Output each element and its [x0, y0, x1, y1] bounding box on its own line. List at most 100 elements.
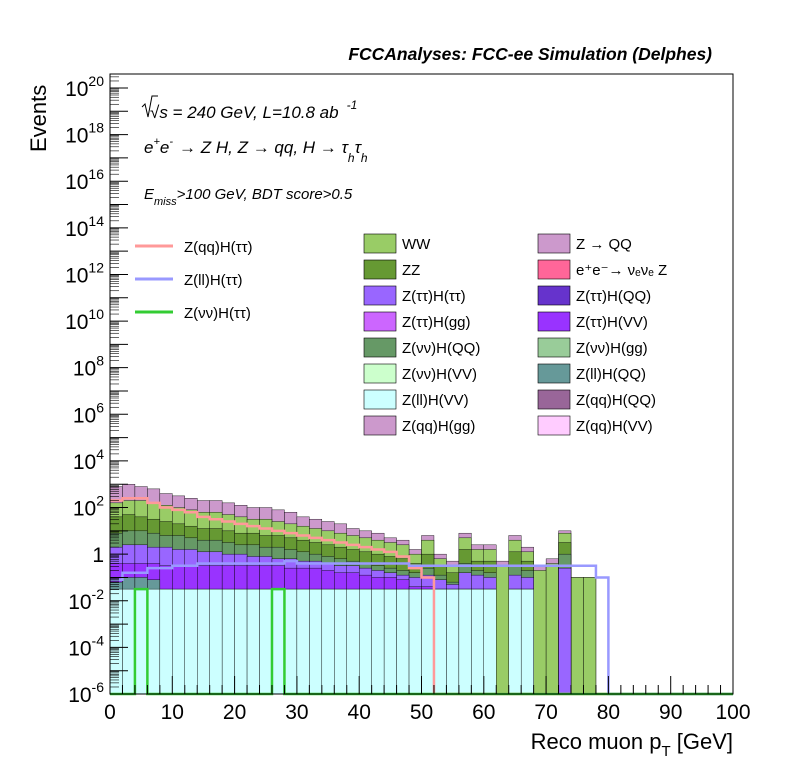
ww-bar — [545, 563, 559, 695]
process-sup1: + — [153, 136, 160, 148]
legend-box-swatch — [363, 337, 397, 358]
process-e1: e — [144, 138, 153, 157]
y-tick-label: 10-6 — [68, 679, 104, 707]
legend-box-label: e⁺e⁻→ νₑνₑ Z — [576, 262, 667, 279]
z-ll-h-vv--bar — [271, 588, 285, 695]
legend-box-label: Z → QQ — [576, 236, 632, 253]
x-tick-label: 80 — [597, 701, 620, 724]
z-ll-h-vv--bar — [284, 588, 298, 695]
legend-box-swatch — [537, 363, 571, 384]
y-tick-label: 1012 — [65, 259, 104, 287]
y-tick-label: 1020 — [65, 73, 104, 101]
y-tick-label: 102 — [73, 493, 104, 521]
y-tick-label: 10-4 — [68, 632, 104, 660]
z-h--bar — [558, 567, 572, 695]
z-ll-h-vv--bar — [371, 588, 385, 695]
z-ll-h-vv--bar — [421, 588, 435, 695]
chart-title: FCCAnalyses: FCC-ee Simulation (Delphes) — [348, 44, 712, 64]
legend-box-label: Z(νν)H(gg) — [576, 340, 648, 357]
z-ll-h-vv--bar — [383, 588, 397, 695]
z-ll-h-vv--bar — [508, 588, 522, 695]
process-arrow: → Z H, Z → qq, H → τ — [179, 138, 349, 157]
legend-box-swatch — [363, 233, 397, 254]
z-ll-h-vv--bar — [433, 588, 447, 695]
x-axis-label-main: Reco muon p — [531, 729, 662, 754]
y-tick-label: 1016 — [65, 166, 104, 194]
cut-sub: miss — [154, 196, 177, 208]
legend-line-label: Z(νν)H(ττ) — [184, 305, 251, 322]
legend-box-label: Z(νν)H(VV) — [402, 366, 477, 383]
energy-sup: -1 — [347, 98, 358, 112]
z-ll-h-vv--bar — [134, 588, 148, 695]
z-ll-h-vv--bar — [483, 588, 497, 695]
legend: Z(qq)H(ττ) Z(ll)H(ττ) Z(νν)H(ττ) WW Z → QQ ZZ… — [135, 233, 667, 436]
ww-bar — [533, 570, 547, 695]
x-tick-label: 10 — [161, 701, 184, 724]
x-tick-label: 20 — [223, 701, 246, 724]
legend-box-label: Z(ττ)H(ττ) — [402, 288, 466, 305]
legend-box-swatch — [363, 363, 397, 384]
legend-box-swatch — [537, 389, 571, 410]
energy-prefix: √s = 240 GeV, L=10.8 ab — [150, 103, 339, 122]
z-ll-h-vv--bar — [321, 588, 335, 695]
x-tick-label: 60 — [472, 701, 495, 724]
ww-bar — [570, 577, 584, 695]
z-ll-h-vv--bar — [122, 588, 136, 695]
annotation-process: e+e- → Z H, Z → qq, H → τhτh — [144, 136, 368, 165]
z-ll-h-vv--bar — [334, 588, 347, 695]
y-tick-label: 104 — [73, 446, 104, 474]
x-tick-label: 100 — [715, 701, 750, 724]
z-ll-h-vv--bar — [109, 588, 123, 695]
ww-bar — [496, 565, 509, 695]
x-axis-label-sub: T — [661, 743, 670, 760]
y-axis-label: Events — [26, 85, 51, 152]
y-tick-label: 1014 — [65, 213, 104, 241]
y-tick-label: 1 — [92, 544, 104, 567]
legend-box-label: Z(ττ)H(gg) — [402, 314, 471, 331]
y-tick-label: 106 — [73, 399, 104, 427]
process-tau2: τ — [355, 138, 363, 157]
x-tick-label: 50 — [410, 701, 433, 724]
z-ll-h-vv--bar — [221, 588, 235, 695]
energy-text: √s = 240 GeV, L=10.8 ab -1 — [150, 98, 357, 122]
x-tick-label: 70 — [534, 701, 557, 724]
sqrt-icon — [141, 95, 158, 118]
z-ll-h-vv--bar — [396, 588, 410, 695]
x-tick-label: 40 — [348, 701, 371, 724]
legend-box-swatch — [363, 415, 397, 436]
z-ll-h-vv--bar — [359, 588, 372, 695]
z-ll-h-vv--bar — [197, 588, 210, 695]
legend-box-label: Z(qq)H(QQ) — [576, 392, 656, 409]
z-ll-h-vv--bar — [259, 588, 273, 695]
legend-box-label: Z(ll)H(QQ) — [576, 366, 646, 383]
process-e2: e — [160, 138, 169, 157]
z-ll-h-vv--bar — [147, 588, 161, 695]
annotation-energy: √s = 240 GeV, L=10.8 ab -1 — [141, 95, 357, 122]
z-ll-h-vv--bar — [346, 588, 360, 695]
legend-box-label: Z(qq)H(gg) — [402, 418, 475, 435]
z-ll-h-vv--bar — [446, 588, 460, 695]
legend-line-label: Z(ll)H(ττ) — [184, 272, 243, 289]
legend-box-swatch — [363, 285, 397, 306]
x-tick-label: 30 — [285, 701, 308, 724]
legend-box-swatch — [537, 259, 571, 280]
z-ll-h-vv--bar — [209, 588, 223, 695]
z-ll-h-vv--bar — [309, 588, 323, 695]
axis-ticks: 0 10 20 30 40 50 60 70 80 90 10010-610-410-2110210… — [65, 73, 750, 724]
legend-box-label: Z(νν)H(QQ) — [402, 340, 480, 357]
legend-box-swatch — [537, 415, 571, 436]
x-axis-label-unit: [GeV] — [671, 729, 733, 754]
z-ll-h-vv--bar — [408, 588, 422, 695]
x-tick-label: 90 — [659, 701, 682, 724]
z-ll-h-vv--bar — [296, 588, 310, 695]
y-tick-label: 1018 — [65, 120, 104, 148]
process-sup2: - — [169, 136, 173, 148]
z-ll-h-vv--bar — [172, 588, 185, 695]
legend-box-label: Z(ττ)H(VV) — [576, 314, 648, 331]
legend-box-swatch — [363, 311, 397, 332]
legend-box-swatch — [363, 389, 397, 410]
cut-e: E — [144, 186, 155, 203]
legend-box-label: WW — [402, 236, 431, 253]
process-sub2: h — [361, 151, 368, 165]
